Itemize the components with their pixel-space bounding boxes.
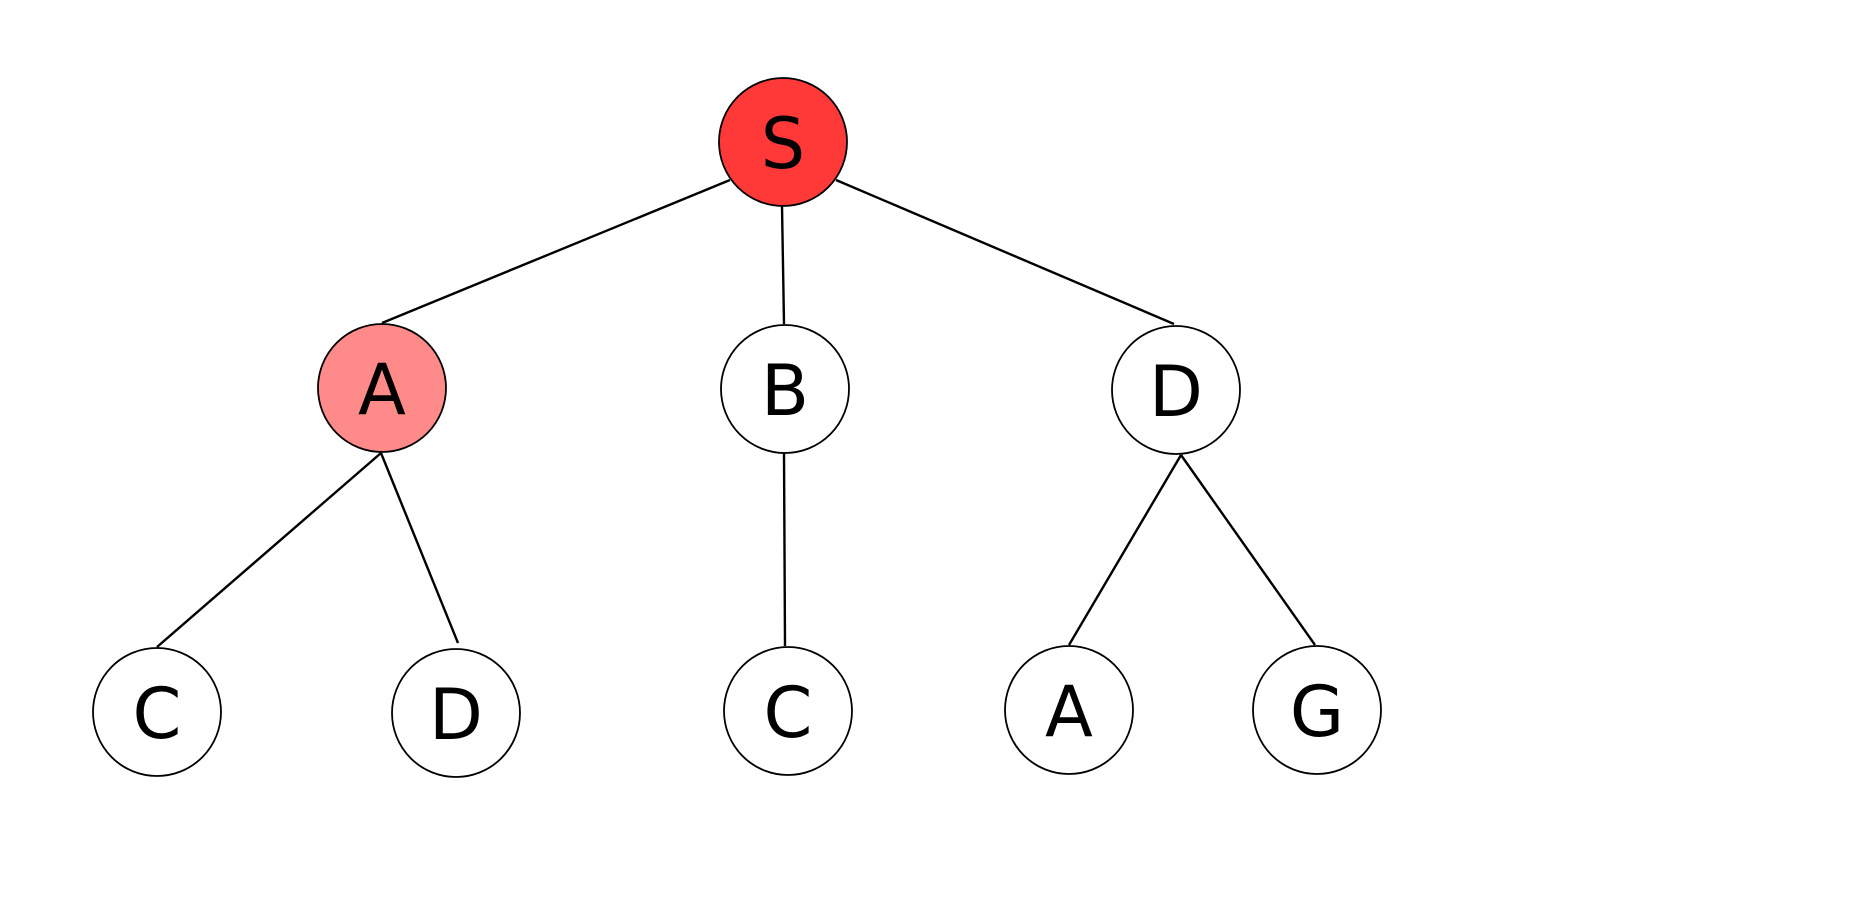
edge-s-b (780, 205, 786, 325)
node-label: D (429, 674, 483, 756)
node-circle (1252, 645, 1382, 775)
edge-a-c (156, 452, 382, 648)
node-circle (1111, 325, 1241, 455)
tree-node-s: S (718, 77, 848, 207)
edge-s-d (835, 178, 1175, 326)
node-circle (720, 324, 850, 454)
node-label: G (1290, 671, 1344, 753)
nodes-layer: S A B D C D C A G (92, 77, 1382, 778)
edge-d-g (1180, 454, 1316, 646)
tree-node-c: C (92, 647, 222, 777)
edge-b-c (782, 452, 787, 647)
edge-a-d (379, 452, 460, 644)
node-circle (391, 648, 521, 778)
node-circle (317, 323, 447, 453)
node-circle (92, 647, 222, 777)
tree-node-b: B (720, 324, 850, 454)
edge-d-a (1067, 454, 1183, 646)
node-label: C (133, 673, 182, 755)
node-label: S (761, 103, 805, 185)
node-circle (723, 646, 853, 776)
node-label: C (764, 672, 813, 754)
tree-node-d: D (391, 648, 521, 778)
node-label: D (1149, 351, 1203, 433)
node-label: B (761, 350, 809, 432)
tree-node-g: G (1252, 645, 1382, 775)
tree-node-a: A (1004, 645, 1134, 775)
tree-node-d: D (1111, 325, 1241, 455)
node-label: A (358, 349, 406, 431)
edges-layer (156, 178, 1316, 648)
node-circle (1004, 645, 1134, 775)
tree-node-a: A (317, 323, 447, 453)
node-circle (718, 77, 848, 207)
node-label: A (1045, 671, 1093, 753)
edge-s-a (381, 178, 731, 325)
tree-node-c: C (723, 646, 853, 776)
